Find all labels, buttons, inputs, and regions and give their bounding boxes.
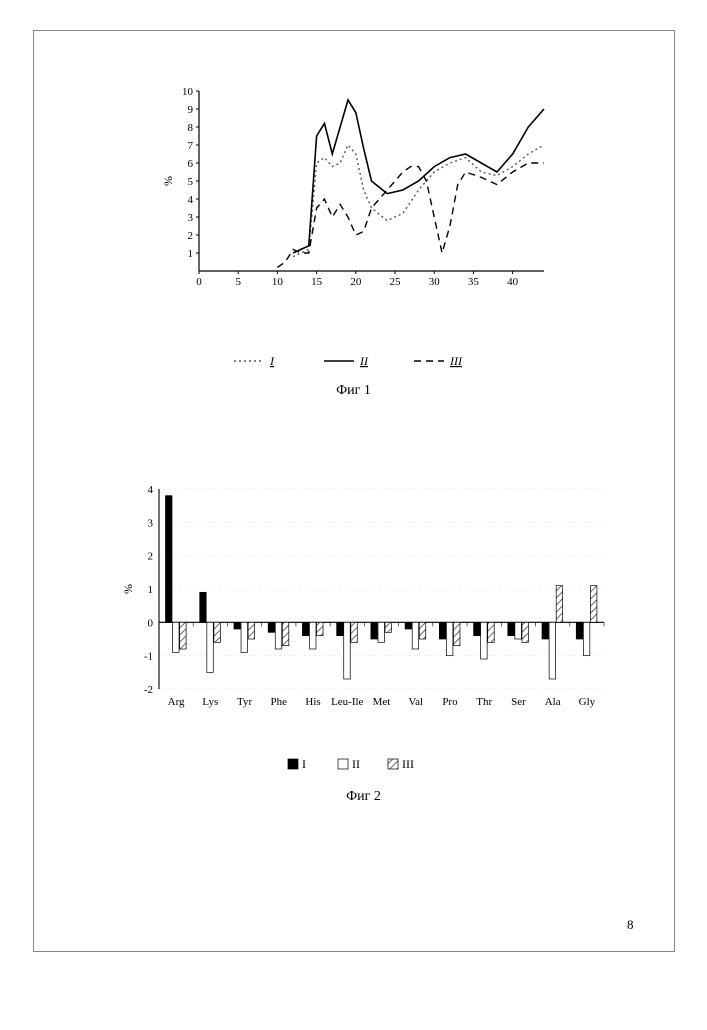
- svg-text:20: 20: [350, 276, 362, 288]
- svg-text:Lys: Lys: [202, 696, 218, 708]
- svg-text:-2: -2: [143, 684, 152, 696]
- svg-text:2: 2: [147, 551, 153, 563]
- fig2-svg: -2 -1 0 1 2 3 4% Arg Lys Tyr Phe His Leu-Ile Met Val Pr…: [114, 481, 614, 741]
- svg-text:10: 10: [182, 86, 194, 98]
- svg-text:9: 9: [187, 104, 193, 116]
- svg-text:3: 3: [147, 517, 153, 529]
- svg-text:10: 10: [271, 276, 283, 288]
- svg-text:Gly: Gly: [578, 696, 595, 708]
- svg-text:35: 35: [467, 276, 479, 288]
- svg-text:%: %: [161, 176, 175, 186]
- svg-text:Arg: Arg: [167, 696, 184, 708]
- fig2-legend: IIIIII: [284, 754, 444, 774]
- fig1-svg: 1 2 3 4 5 6 7 8 9 10 0 5 10 15 20 25 30 35 40%: [154, 81, 554, 341]
- svg-text:I: I: [302, 757, 306, 771]
- svg-text:5: 5: [235, 276, 241, 288]
- svg-text:1: 1: [147, 584, 153, 596]
- svg-text:Phe: Phe: [270, 696, 287, 708]
- svg-text:0: 0: [147, 617, 153, 629]
- svg-text:III: III: [402, 757, 414, 771]
- fig1-legend: IIIIII: [224, 350, 484, 372]
- figure-1: 123456789100510152025303540% IIIIII Фиг …: [154, 81, 554, 399]
- svg-text:Met: Met: [372, 696, 390, 708]
- svg-text:3: 3: [187, 212, 193, 224]
- figure-2: -2 -1 0 1 2 3 4% Arg Lys Tyr Phe His Leu-Ile Met Val Pr…: [114, 481, 614, 805]
- svg-text:Ala: Ala: [544, 696, 560, 708]
- page-frame: 123456789100510152025303540% IIIIII Фиг …: [33, 30, 675, 952]
- svg-text:II: II: [359, 354, 369, 368]
- svg-text:4: 4: [187, 194, 193, 206]
- svg-text:7: 7: [187, 140, 193, 152]
- fig1-caption: Фиг 1: [154, 383, 554, 399]
- svg-text:Pro: Pro: [442, 696, 458, 708]
- svg-text:III: III: [449, 354, 463, 368]
- svg-text:%: %: [121, 584, 135, 594]
- svg-text:Tyr: Tyr: [237, 696, 252, 708]
- svg-text:8: 8: [187, 122, 193, 134]
- svg-text:Val: Val: [408, 696, 423, 708]
- svg-text:Ser: Ser: [511, 696, 526, 708]
- svg-text:4: 4: [147, 484, 153, 496]
- svg-text:2: 2: [187, 230, 193, 242]
- svg-text:5: 5: [187, 176, 193, 188]
- svg-text:6: 6: [187, 158, 193, 170]
- svg-text:Leu-Ile: Leu-Ile: [331, 696, 363, 708]
- svg-text:15: 15: [311, 276, 323, 288]
- fig2-caption: Фиг 2: [114, 789, 614, 805]
- svg-text:Thr: Thr: [476, 696, 492, 708]
- svg-text:25: 25: [389, 276, 401, 288]
- svg-text:His: His: [305, 696, 320, 708]
- svg-text:I: I: [269, 354, 275, 368]
- svg-text:1: 1: [187, 248, 193, 260]
- page-number: 8: [627, 917, 634, 933]
- svg-text:0: 0: [196, 276, 202, 288]
- svg-text:-1: -1: [143, 651, 152, 663]
- svg-text:40: 40: [507, 276, 519, 288]
- svg-text:30: 30: [428, 276, 440, 288]
- svg-text:II: II: [352, 757, 360, 771]
